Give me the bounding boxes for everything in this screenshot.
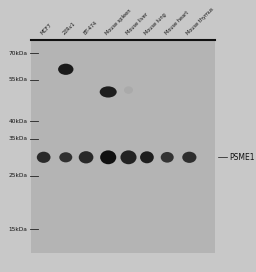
Text: 25kDa: 25kDa bbox=[8, 174, 27, 178]
Text: Mouse lung: Mouse lung bbox=[143, 12, 167, 36]
Ellipse shape bbox=[161, 152, 174, 163]
Text: PSME1: PSME1 bbox=[229, 153, 255, 162]
Text: 22Rv1: 22Rv1 bbox=[62, 21, 77, 36]
Text: 55kDa: 55kDa bbox=[8, 78, 27, 82]
Text: Mouse liver: Mouse liver bbox=[125, 12, 149, 36]
Text: 70kDa: 70kDa bbox=[8, 51, 27, 56]
Text: MCF7: MCF7 bbox=[40, 23, 53, 36]
Ellipse shape bbox=[100, 150, 116, 164]
Text: 15kDa: 15kDa bbox=[8, 227, 27, 232]
Ellipse shape bbox=[182, 152, 196, 163]
Ellipse shape bbox=[59, 152, 72, 162]
Ellipse shape bbox=[58, 64, 73, 75]
Text: Mouse thymus: Mouse thymus bbox=[186, 7, 215, 36]
Ellipse shape bbox=[79, 151, 93, 163]
Ellipse shape bbox=[37, 152, 50, 163]
Ellipse shape bbox=[121, 150, 136, 164]
Ellipse shape bbox=[124, 86, 133, 94]
Ellipse shape bbox=[100, 86, 117, 98]
Text: 35kDa: 35kDa bbox=[8, 136, 27, 141]
Text: BT-474: BT-474 bbox=[82, 20, 98, 36]
Ellipse shape bbox=[140, 151, 154, 163]
Text: Mouse heart: Mouse heart bbox=[164, 10, 189, 36]
Bar bbox=[31, 40, 215, 253]
Text: 40kDa: 40kDa bbox=[8, 119, 27, 124]
Text: Mouse spleen: Mouse spleen bbox=[105, 8, 133, 36]
